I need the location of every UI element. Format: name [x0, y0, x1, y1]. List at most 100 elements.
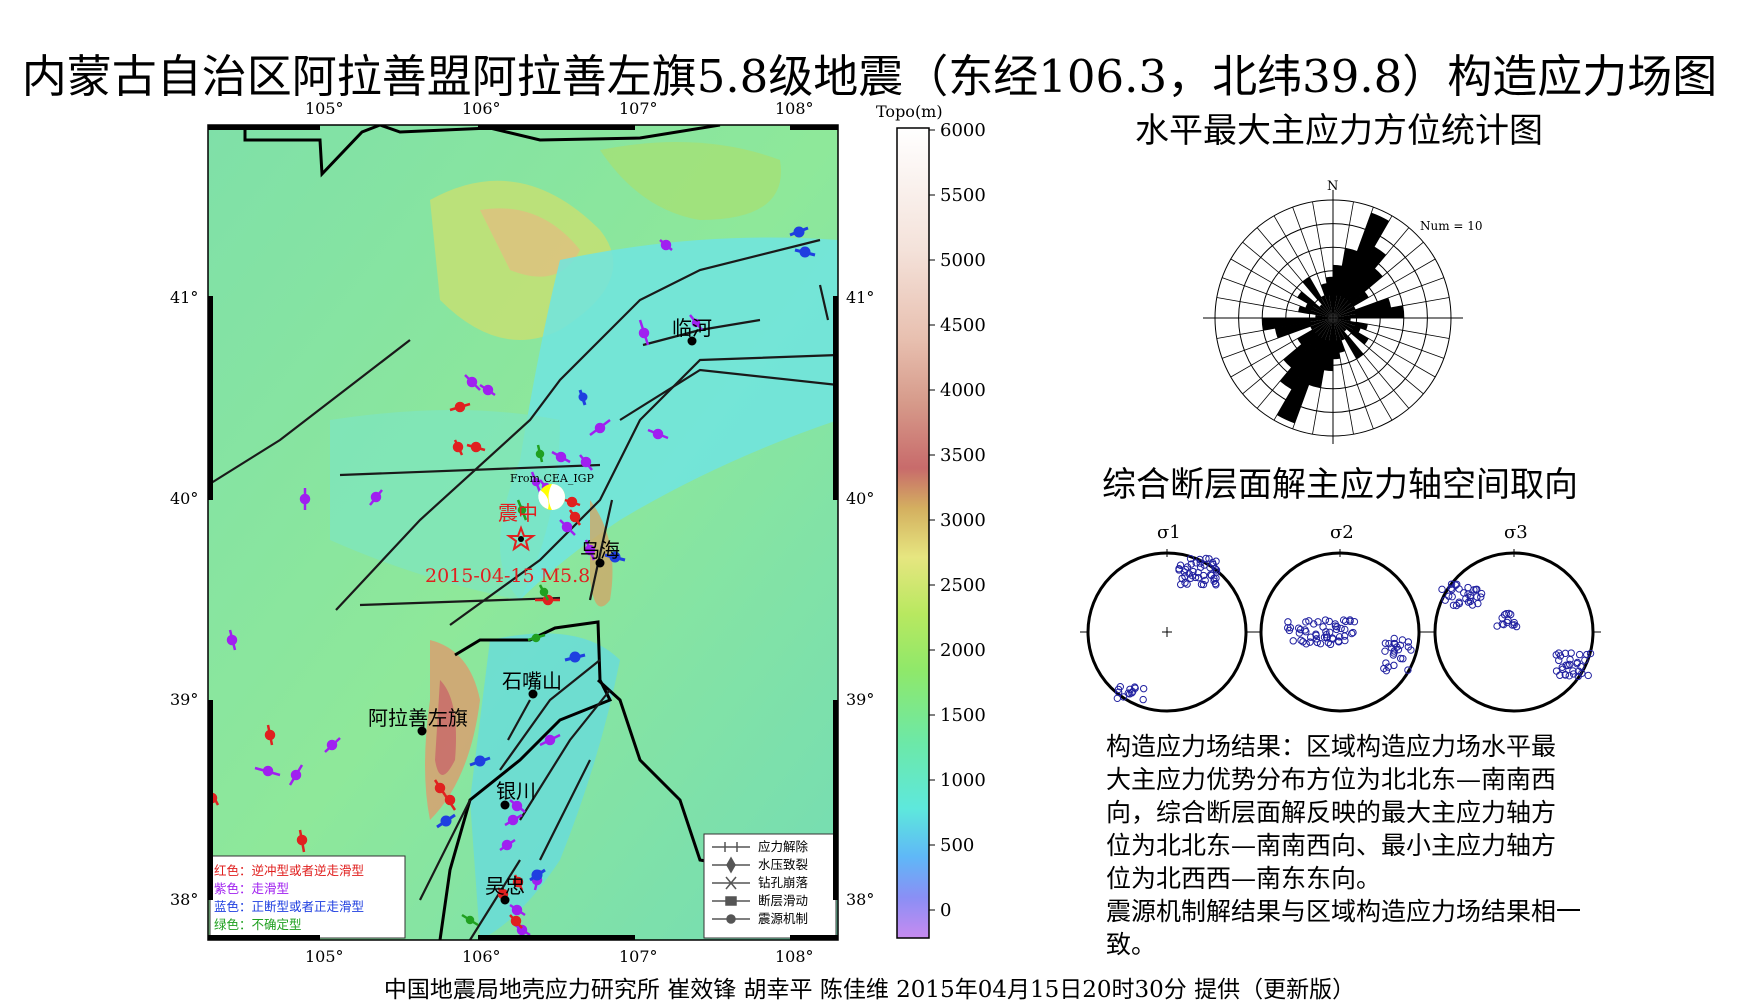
colorbar-tick-label: 2000 [940, 640, 986, 661]
stereonet-point [1305, 617, 1313, 625]
stress-indicators [208, 226, 816, 937]
stereonet-point [1335, 633, 1344, 641]
rose-petal [1276, 318, 1333, 424]
stereonet-point [1319, 623, 1327, 631]
rose-petal [1310, 318, 1333, 330]
stereonet-point [1194, 574, 1203, 582]
lon-tick-top: 108° [775, 99, 814, 118]
stereonet-point [1559, 665, 1567, 673]
stereonet-point [1128, 689, 1136, 697]
stereonet-point [1126, 685, 1134, 693]
lat-tick-right: 41° [846, 288, 874, 307]
city-label-wuzhong: 吴忠 [485, 874, 525, 898]
rose-grid-spoke [1340, 340, 1374, 430]
focal-source-label: From CEA_IGP [510, 472, 594, 485]
rose-petal [1298, 305, 1333, 318]
stereonet-point [1577, 662, 1585, 671]
map-area: 临河 乌海 石嘴山 阿拉善左旗 银川 吴忠 震中 2015-04-15 M5.8… [208, 125, 838, 940]
stereonet-point [1306, 633, 1315, 641]
stereonet-point [1569, 667, 1577, 675]
stereonet-point [1512, 622, 1521, 631]
rose-petal [1333, 297, 1392, 318]
sigma-label: σ2 [1330, 522, 1354, 543]
colorbar-tick-label: 4500 [940, 315, 986, 336]
stereonet-point [1404, 666, 1412, 674]
stereonet-point [1322, 631, 1331, 639]
lat-tick-right: 38° [846, 890, 874, 909]
lat-tick-right: 39° [846, 690, 874, 709]
rose-petal [1333, 264, 1343, 318]
stereonet-point [1445, 592, 1453, 600]
stereonets: σ1 σ2 σ3 [1080, 522, 1601, 713]
stereonet-point [1302, 640, 1310, 648]
event-label: 2015-04-15 M5.8 [425, 565, 590, 587]
stereonet-point [1199, 580, 1208, 589]
city-label-wuhai: 乌海 [580, 538, 620, 562]
stereonet-point [1404, 643, 1413, 651]
colorbar-tick-label: 6000 [940, 120, 986, 141]
stereonet-point [1196, 563, 1205, 571]
result-line: 震源机制解结果与区域构造应力场结果相一 [1106, 897, 1582, 926]
stereonet-point [1447, 580, 1456, 588]
focal-mechanism [538, 484, 565, 510]
rose-petal [1333, 248, 1358, 318]
rose-grid-spoke [1356, 321, 1450, 339]
stereonet-point [1385, 640, 1393, 648]
stereonet-point [1324, 638, 1333, 647]
stereonet-point [1113, 694, 1122, 703]
rose-petal [1333, 318, 1345, 341]
rose-petal [1308, 318, 1333, 388]
stereonet-point [1505, 609, 1513, 618]
stereonet-point [1212, 581, 1220, 589]
stereonet-point [1350, 617, 1359, 626]
stereonet-point [1206, 571, 1215, 579]
stereonet-point [1382, 666, 1391, 675]
stereonet-point [1565, 672, 1573, 680]
stereonet-point [1508, 621, 1517, 629]
rose-petal [1279, 318, 1333, 390]
stereonet-sigma1: σ1 [1080, 522, 1254, 713]
stereonet-point [1306, 638, 1314, 646]
stereonet-point [1581, 656, 1589, 664]
map-axis-labels: 105° 106° 107° 108° 105° 106° 107° 108° … [170, 99, 874, 966]
city-markers [417, 336, 697, 905]
stereonet-point [1381, 647, 1389, 655]
result-text: 构造应力场结果：区域构造应力场水平最 大主应力优势分布方位为北北东—南南西 向，… [1106, 730, 1706, 961]
rose-grid-spoke [1353, 329, 1436, 378]
stereonet-point [1328, 634, 1337, 642]
lat-tick-right: 40° [846, 489, 874, 508]
stereonet-point [1396, 654, 1405, 663]
rose-petal [1297, 318, 1333, 345]
result-line: 构造应力场结果：区域构造应力场水平最 [1106, 732, 1557, 761]
legend-method-0: 应力解除 [758, 839, 809, 854]
rose-grid-spoke [1216, 297, 1310, 315]
lon-tick-bottom: 105° [305, 947, 344, 966]
colorbar-tick-label: 3500 [940, 445, 986, 466]
stereonet-point [1196, 559, 1204, 567]
stereonet-point [1210, 577, 1218, 585]
page-title: 内蒙古自治区阿拉善盟阿拉善左旗5.8级地震（东经106.3，北纬39.8）构造应… [21, 50, 1718, 103]
stereonet-point [1510, 618, 1518, 627]
stereonet-point [1575, 650, 1584, 659]
legend-red: 红色：逆冲型或者逆走滑型 [214, 863, 364, 878]
stereonet-point [1212, 568, 1221, 576]
stereonet-point [1185, 570, 1193, 578]
colorbar-label: Topo(m) [876, 102, 943, 121]
rose-grid-spoke [1292, 206, 1326, 296]
rose-petal [1319, 304, 1333, 318]
rose-petal [1333, 318, 1368, 331]
stereonet-point [1321, 616, 1330, 624]
stereonet-point [1464, 583, 1472, 592]
rose-grid-spoke [1242, 241, 1316, 304]
city-label-linhe: 临河 [672, 316, 712, 340]
stereonet-point [1448, 592, 1456, 601]
stereonet-point [1555, 649, 1563, 657]
result-line: 位为北北东—南南西向、最小主应力轴方 [1106, 831, 1557, 860]
lon-tick-top: 107° [619, 99, 658, 118]
rose-petal [1333, 318, 1341, 360]
rose-grid-spoke [1350, 332, 1424, 395]
legend-blue: 蓝色：正断型或者正走滑型 [214, 899, 364, 914]
rose-petal [1333, 246, 1387, 318]
lon-tick-bottom: 106° [462, 947, 501, 966]
